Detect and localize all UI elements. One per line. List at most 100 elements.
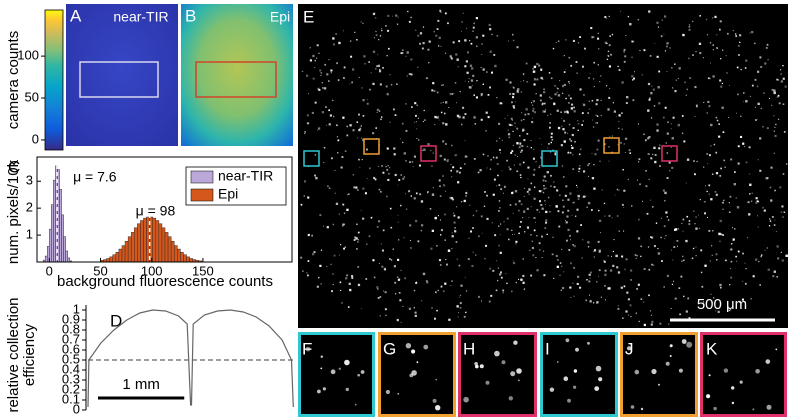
spot — [737, 44, 740, 47]
spot — [316, 44, 319, 47]
spot — [570, 239, 571, 241]
spot — [734, 228, 736, 230]
spot — [411, 161, 414, 163]
spot — [487, 155, 489, 157]
spot — [652, 153, 654, 155]
spot — [707, 77, 710, 80]
spot — [566, 111, 569, 114]
spot — [512, 261, 516, 265]
spot — [564, 69, 566, 70]
spot — [745, 59, 748, 62]
spot — [320, 355, 323, 358]
spot — [763, 209, 766, 212]
spot — [498, 122, 501, 125]
spot — [357, 231, 360, 234]
spot — [519, 163, 522, 166]
spot — [583, 170, 586, 173]
spot — [578, 167, 581, 170]
spot — [378, 39, 380, 41]
spot — [570, 97, 572, 100]
spot — [784, 85, 787, 88]
spot — [545, 180, 547, 182]
spot — [570, 262, 572, 265]
spot — [416, 137, 418, 139]
spot — [360, 209, 362, 211]
spot — [532, 173, 535, 176]
spot — [447, 249, 451, 252]
spot — [397, 258, 400, 261]
spot — [488, 23, 491, 27]
spot — [387, 14, 390, 17]
spot — [550, 98, 552, 100]
spot — [759, 137, 762, 140]
spot — [362, 187, 365, 190]
spot — [378, 220, 381, 223]
spot — [315, 176, 318, 180]
spot — [379, 296, 382, 298]
spot — [456, 170, 459, 173]
spot — [337, 139, 340, 142]
spot — [379, 110, 381, 112]
spot — [681, 115, 684, 117]
spot — [634, 71, 635, 73]
spot — [395, 293, 397, 295]
spot — [738, 300, 741, 303]
spot — [597, 32, 599, 34]
spot — [492, 193, 495, 196]
spot — [468, 78, 470, 80]
spot — [500, 188, 503, 191]
spot — [389, 74, 391, 76]
spot — [438, 45, 440, 47]
spot — [491, 71, 493, 74]
spot — [688, 26, 691, 28]
spot — [530, 234, 532, 236]
spot — [620, 10, 622, 12]
spot — [438, 115, 440, 117]
spot — [519, 226, 521, 228]
spot — [609, 35, 611, 37]
spot — [565, 220, 566, 222]
spot — [756, 118, 758, 120]
spot — [780, 73, 782, 75]
spot — [759, 169, 762, 172]
spot — [508, 238, 510, 241]
spot — [359, 166, 361, 168]
spot — [516, 46, 519, 49]
spot — [705, 185, 706, 187]
spot — [475, 364, 479, 369]
spot — [369, 88, 371, 91]
spot — [649, 97, 651, 99]
spot — [493, 156, 494, 157]
spot — [306, 74, 309, 77]
spot — [343, 66, 346, 69]
spot — [781, 205, 784, 208]
spot — [761, 254, 763, 256]
spot — [334, 192, 336, 194]
spot — [637, 123, 639, 125]
spot — [720, 85, 723, 88]
spot — [533, 168, 536, 171]
spot — [648, 98, 651, 101]
spot — [769, 186, 772, 189]
spot — [410, 73, 413, 76]
spot — [326, 124, 328, 126]
spot — [672, 116, 675, 119]
spot — [723, 199, 725, 201]
spot — [559, 194, 561, 196]
spot — [413, 307, 415, 309]
spot — [526, 226, 530, 229]
spot — [589, 108, 591, 110]
spot — [417, 34, 420, 37]
spot — [400, 321, 402, 323]
spot — [464, 140, 466, 141]
spot — [538, 211, 540, 213]
spot — [361, 159, 363, 161]
spot — [621, 203, 624, 206]
spot — [354, 31, 356, 33]
spot — [624, 152, 626, 153]
spot — [732, 227, 733, 229]
spot — [651, 320, 654, 323]
spot — [396, 318, 399, 322]
spot — [510, 117, 513, 120]
spot — [526, 145, 529, 148]
